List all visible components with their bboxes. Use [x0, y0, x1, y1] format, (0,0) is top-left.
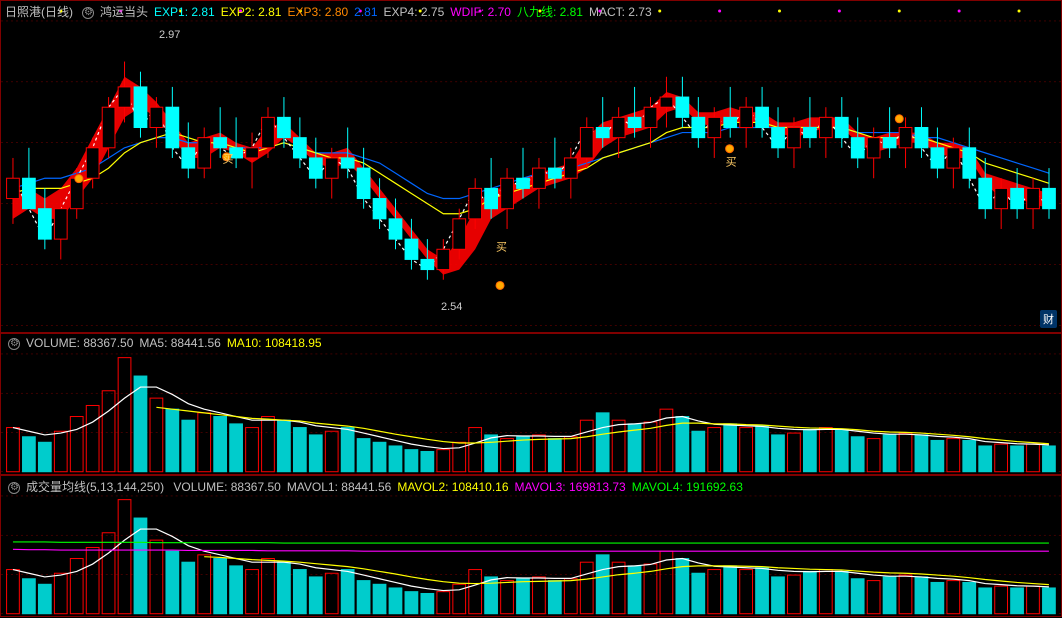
mavol-bar-chart: [1, 476, 1061, 618]
settings-gear-icon[interactable]: [82, 7, 94, 19]
indicator-value: MAVOL3: 169813.73: [515, 480, 626, 494]
settings-gear-icon[interactable]: [8, 482, 20, 494]
indicator-value: MAVOL4: 191692.63: [632, 480, 743, 494]
settings-gear-icon[interactable]: [8, 338, 20, 350]
indicator-value: 2.81: [354, 5, 377, 19]
indicator-value: EXP2: 2.81: [221, 5, 282, 19]
high-price-label: 2.97: [159, 29, 180, 41]
indicator-value: MA5: 88441.56: [139, 336, 220, 350]
indicator-value: EXP4: 2.75: [384, 5, 445, 19]
indicator-value: MAVOL1: 88441.56: [287, 480, 392, 494]
main-price-panel[interactable]: 日照港(日线) 鸿运当头 EXP1: 2.81 EXP2: 2.81 EXP3: 2.8…: [0, 0, 1062, 333]
cai-badge[interactable]: 财: [1040, 310, 1057, 328]
indicator-value: MACT: 2.73: [589, 5, 652, 19]
indicator-value: EXP1: 2.81: [154, 5, 215, 19]
low-price-label: 2.54: [441, 301, 462, 313]
indicator-value: 八九线: 2.81: [517, 5, 583, 19]
indicator-value: VOLUME: 88367.50: [26, 336, 133, 350]
svg-text:买: 买: [726, 156, 737, 169]
header-label: 鸿运当头: [100, 5, 148, 19]
indicator-value: VOLUME: 88367.50: [173, 480, 280, 494]
indicator-value: 成交量均线(5,13,144,250): [26, 480, 167, 494]
indicator-value: WDIF: 2.70: [450, 5, 511, 19]
indicator-value: MA10: 108418.95: [227, 336, 322, 350]
mavol-panel-header: 成交量均线(5,13,144,250) VOLUME: 88367.50 MAVO…: [1, 476, 1061, 494]
volume-panel[interactable]: VOLUME: 88367.50 MA5: 88441.56 MA10: 10841…: [0, 333, 1062, 475]
header-label: 日照港(日线): [5, 5, 73, 19]
volume-bar-chart: [1, 334, 1061, 476]
indicator-value: EXP3: 2.80: [287, 5, 348, 19]
main-panel-header: 日照港(日线) 鸿运当头 EXP1: 2.81 EXP2: 2.81 EXP3: 2.8…: [1, 1, 1061, 19]
mavol-panel[interactable]: 成交量均线(5,13,144,250) VOLUME: 88367.50 MAVO…: [0, 475, 1062, 617]
indicator-value: MAVOL2: 108410.16: [397, 480, 508, 494]
chart-container: 日照港(日线) 鸿运当头 EXP1: 2.81 EXP2: 2.81 EXP3: 2.8…: [0, 0, 1062, 617]
main-candlestick-chart: 买买买: [1, 1, 1061, 333]
volume-panel-header: VOLUME: 88367.50 MA5: 88441.56 MA10: 10841…: [1, 334, 1061, 352]
svg-text:买: 买: [223, 153, 234, 166]
svg-text:买: 买: [496, 241, 507, 254]
